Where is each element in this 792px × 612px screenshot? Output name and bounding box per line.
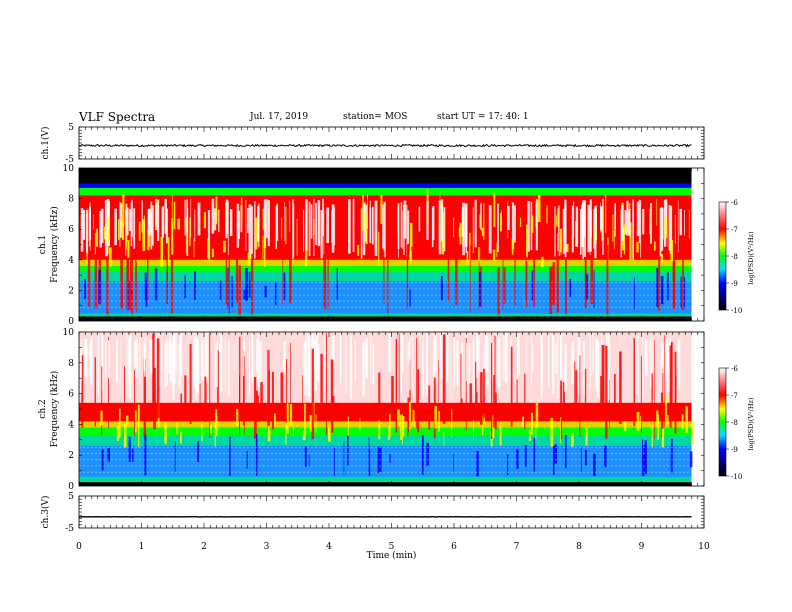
x-tick-label: 0 xyxy=(76,542,82,552)
y-tick-label: 8 xyxy=(68,359,74,369)
ch2-spectrogram-ylabel: Frequency (kHz) xyxy=(49,371,60,448)
ch1-waveform-ylabel: ch.1(V) xyxy=(40,127,51,160)
y-tick-label: 0 xyxy=(68,317,74,327)
x-tick-label: 4 xyxy=(326,542,332,552)
x-tick-label: 7 xyxy=(514,542,520,552)
date-label: Jul. 17, 2019 xyxy=(250,112,309,122)
y-tick-label: 0 xyxy=(68,482,74,492)
y-tick-label: 10 xyxy=(63,164,75,174)
colorbar-tick-label: -6 xyxy=(731,365,738,373)
ch2-spectrogram-image xyxy=(79,332,694,486)
x-ticks xyxy=(78,332,705,486)
y-tick-label: 2 xyxy=(68,286,74,296)
x-tick-label: 10 xyxy=(698,542,710,552)
y-tick-label: 6 xyxy=(68,390,74,400)
start-time-label: start UT = 17: 40: 1 xyxy=(437,112,529,122)
ch1-waveform-trace xyxy=(78,143,692,148)
x-ticks xyxy=(78,496,705,528)
x-tick-label: 9 xyxy=(639,542,645,552)
y-tick-label: 8 xyxy=(68,195,74,205)
x-tick-label: 3 xyxy=(264,542,270,552)
ch3-waveform-ylabel: ch.3(V) xyxy=(40,496,51,529)
colorbar-tick-label: -9 xyxy=(731,446,738,454)
x-tick-label: 5 xyxy=(389,542,395,552)
x-tick-label: 6 xyxy=(451,542,457,552)
y-tick-label: 5 xyxy=(68,123,74,133)
ch2-spectrogram-channel-label: ch.2 xyxy=(38,399,48,418)
colorbar-tick-label: -8 xyxy=(731,253,738,261)
ch1-spectrogram-image xyxy=(79,168,692,321)
colorbar-tick-label: -10 xyxy=(731,307,742,315)
y-tick-label: 6 xyxy=(68,225,74,235)
colorbar-tick-label: -8 xyxy=(731,419,738,427)
ch1-spectrogram-channel-label: ch.1 xyxy=(38,235,48,254)
x-ticks xyxy=(78,168,705,321)
y-ticks: 0 2 4 6 8 10 xyxy=(63,164,704,327)
y-tick-label: 4 xyxy=(68,256,74,266)
y-tick-label: 4 xyxy=(68,420,74,430)
y-tick-label: -5 xyxy=(65,155,74,165)
x-axis-label: Time (min) xyxy=(367,550,417,561)
y-ticks: 5 -5 xyxy=(65,123,704,165)
ch2-spectrogram-colorbar-label: log(PSD)(V²/Hz) xyxy=(747,397,755,450)
x-tick-label: 8 xyxy=(576,542,582,552)
ch2-spectrogram-colorbar xyxy=(718,367,727,477)
ch1-spectrogram-colorbar-label: log(PSD)(V²/Hz) xyxy=(747,231,755,284)
colorbar-tick-label: -7 xyxy=(731,226,738,234)
y-tick-label: 5 xyxy=(68,492,74,502)
y-tick-label: 2 xyxy=(68,451,74,461)
colorbar-tick-label: -7 xyxy=(731,392,738,400)
y-ticks: 5 -5 xyxy=(65,492,704,534)
x-ticks xyxy=(78,127,705,159)
x-tick-label: 1 xyxy=(139,542,145,552)
colorbar-tick-label: -6 xyxy=(731,199,738,207)
colorbar-tick-label: -9 xyxy=(731,280,738,288)
ch1-spectrogram-ylabel: Frequency (kHz) xyxy=(49,206,60,283)
y-tick-label: -5 xyxy=(65,524,74,534)
ch1-spectrogram-colorbar xyxy=(718,201,727,311)
station-label: station= MOS xyxy=(343,112,408,122)
x-tick-label: 2 xyxy=(201,542,207,552)
y-tick-label: 10 xyxy=(63,328,75,338)
y-ticks: 0 2 4 6 8 10 xyxy=(63,328,704,492)
figure-title: VLF Spectra xyxy=(79,110,156,124)
colorbar-tick-label: -10 xyxy=(731,473,742,481)
